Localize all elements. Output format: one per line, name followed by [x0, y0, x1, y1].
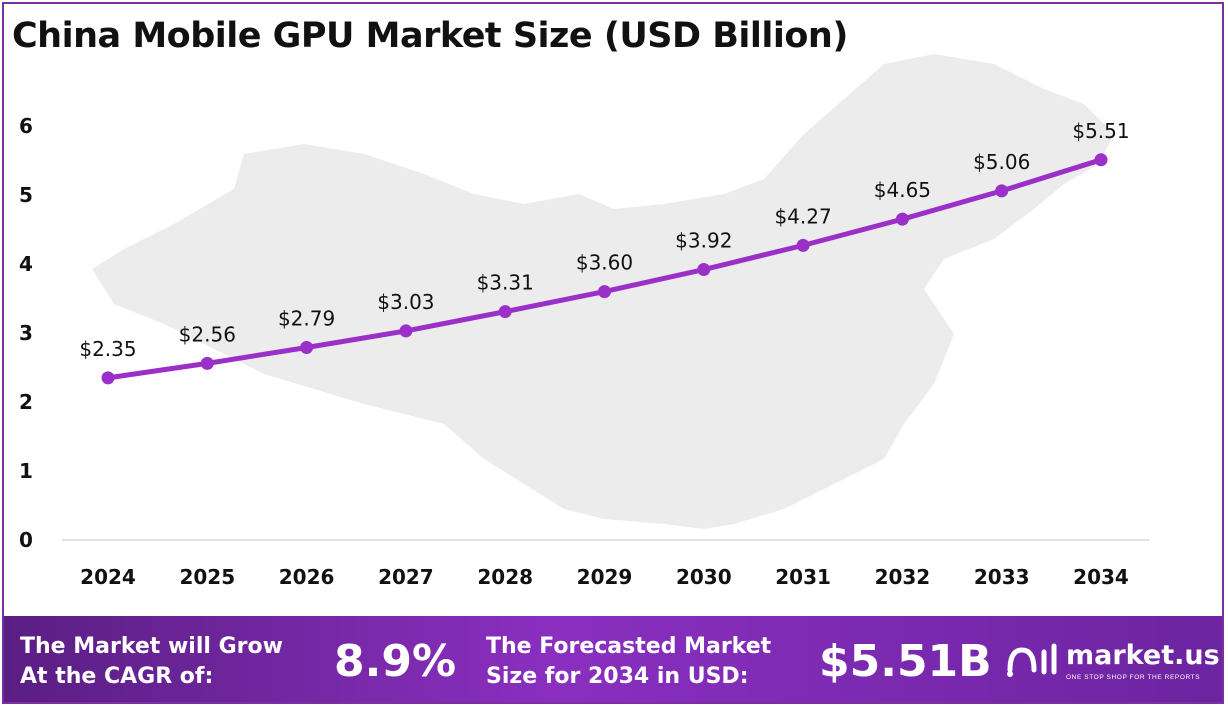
forecast-label-line1: The Forecasted Market	[486, 634, 772, 659]
x-tick-label: 2028	[477, 565, 533, 589]
y-tick-label: 2	[19, 390, 33, 414]
y-tick-label: 5	[19, 183, 33, 207]
cagr-label-line2: At the CAGR of:	[20, 664, 214, 689]
forecast-label: The Forecasted Market Size for 2034 in U…	[486, 632, 771, 692]
data-point	[1094, 153, 1108, 167]
data-label: $4.27	[774, 204, 831, 228]
x-tick-label: 2024	[80, 565, 136, 589]
x-tick-label: 2032	[875, 565, 931, 589]
data-label: $5.06	[973, 150, 1030, 174]
brand-tagline: ONE STOP SHOP FOR THE REPORTS	[1066, 674, 1201, 681]
x-tick-label: 2030	[676, 565, 732, 589]
data-label: $3.92	[675, 229, 732, 253]
x-tick-label: 2034	[1073, 565, 1129, 589]
forecast-label-line2: Size for 2034 in USD:	[486, 664, 749, 689]
x-tick-label: 2033	[974, 565, 1030, 589]
data-point	[200, 356, 214, 370]
y-tick-label: 4	[19, 252, 33, 276]
data-label: $2.35	[79, 337, 136, 361]
data-label: $3.31	[477, 271, 534, 295]
x-tick-label: 2029	[577, 565, 633, 589]
data-point	[598, 285, 611, 299]
brand-name: market.us	[1066, 640, 1220, 671]
brand-logo: market.us ONE STOP SHOP FOR THE REPORTS	[1004, 638, 1222, 688]
data-label: $5.51	[1072, 119, 1129, 143]
data-label: $4.65	[874, 178, 931, 202]
x-tick-label: 2025	[179, 565, 235, 589]
y-tick-label: 0	[19, 528, 33, 552]
data-point	[697, 263, 711, 277]
data-point	[399, 324, 413, 338]
x-tick-label: 2026	[279, 565, 335, 589]
data-label: $3.60	[576, 251, 633, 275]
data-point	[995, 184, 1009, 198]
data-point	[101, 371, 115, 385]
data-label: $2.79	[278, 306, 335, 330]
y-tick-label: 6	[19, 114, 33, 138]
cagr-label: The Market will Grow At the CAGR of:	[20, 632, 283, 692]
x-tick-label: 2027	[378, 565, 434, 589]
chart-title: China Mobile GPU Market Size (USD Billio…	[12, 16, 848, 56]
data-point	[895, 212, 909, 226]
cagr-label-line1: The Market will Grow	[20, 634, 283, 659]
data-point	[796, 238, 810, 252]
x-tick-label: 2031	[775, 565, 831, 589]
y-tick-label: 1	[19, 459, 33, 483]
data-label: $3.03	[377, 290, 434, 314]
y-tick-label: 3	[19, 321, 33, 345]
data-label: $2.56	[179, 322, 236, 346]
data-point	[498, 305, 512, 319]
data-point	[300, 340, 314, 354]
forecast-value: $5.51B	[819, 636, 992, 687]
market-us-logo-icon	[1007, 643, 1057, 677]
footer-banner: The Market will Grow At the CAGR of: 8.9…	[4, 616, 1222, 702]
line-chart: 0 1 2 3 4 5 6 2024 2025 2026 2027 2028 2029 2030 2031 2…	[19, 54, 1149, 589]
cagr-value: 8.9%	[334, 636, 457, 687]
